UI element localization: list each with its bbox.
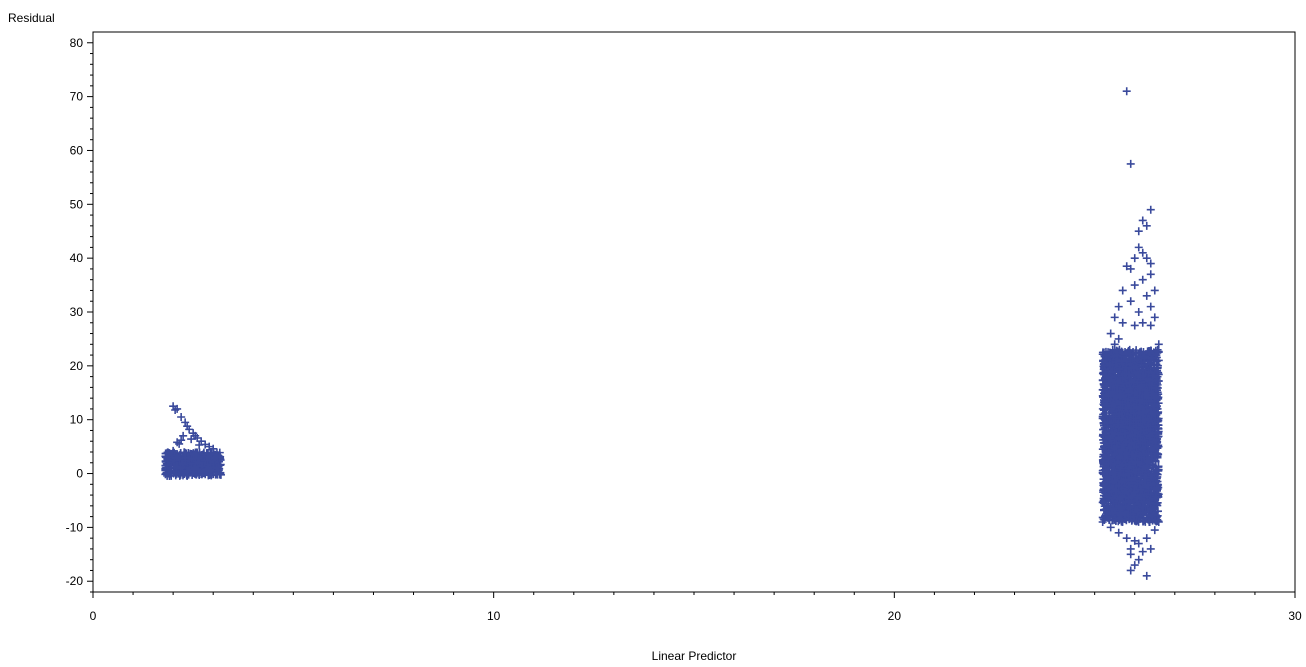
scatter-points: [161, 87, 1163, 580]
data-point: [163, 455, 172, 464]
x-tick-label: 10: [487, 609, 501, 623]
y-tick-label: -10: [66, 520, 84, 534]
x-axis: 0 10 20 30: [90, 592, 1302, 623]
y-tick-label: 80: [70, 36, 84, 50]
y-tick-label: 30: [70, 305, 84, 319]
y-tick-label: -20: [66, 574, 84, 588]
y-tick-label: 60: [70, 143, 84, 157]
y-tick-label: 10: [70, 413, 84, 427]
data-point: [167, 471, 176, 480]
x-tick-label: 0: [90, 609, 97, 623]
x-tick-label: 20: [888, 609, 902, 623]
y-tick-label: 20: [70, 359, 84, 373]
data-point: [203, 448, 212, 457]
data-point: [161, 461, 170, 470]
x-tick-label: 30: [1288, 609, 1302, 623]
y-tick-label: 70: [70, 90, 84, 104]
y-tick-label: 50: [70, 197, 84, 211]
y-tick-label: 0: [76, 467, 83, 481]
y-tick-label: 40: [70, 251, 84, 265]
y-axis: -20 -10 0 10 20 30 40 50 60 70 80: [66, 36, 93, 593]
data-point: [173, 453, 182, 462]
